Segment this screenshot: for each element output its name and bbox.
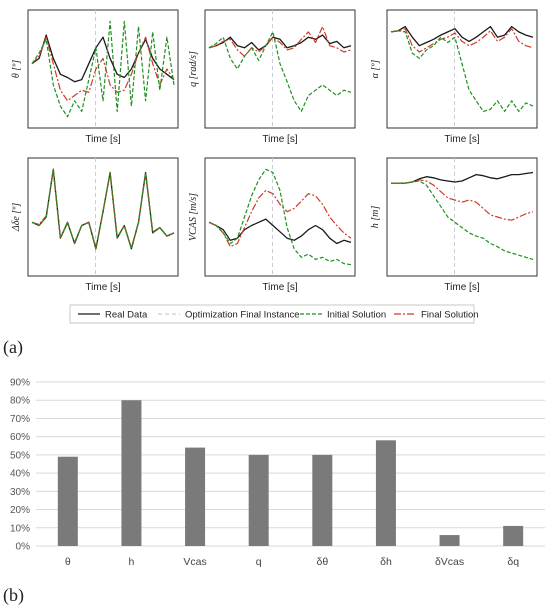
y-tick-label: 70% (10, 414, 30, 425)
y-axis-label: VCAS [m/s] (188, 193, 199, 241)
x-axis-label: Time [s] (85, 282, 120, 293)
panel-frame (204, 9, 356, 129)
legend-label-1: Real Data (105, 310, 148, 321)
panel-5: Time [s] VCAS [m/s] (188, 157, 356, 293)
y-axis-label: θ [º] (11, 60, 22, 78)
y-axis-label: h [m] (370, 206, 381, 229)
bar-5 (312, 454, 333, 546)
bar-1 (57, 456, 78, 546)
category-label: δq (507, 556, 519, 568)
x-axis-label: Time [s] (262, 282, 297, 293)
initial-solution-line (31, 20, 175, 118)
panel-4: Time [s] Δδe [º] (11, 157, 179, 293)
legend: Real Data Optimization Final Instance Init… (69, 304, 479, 324)
category-label: h (129, 556, 135, 568)
x-axis-label: Time [s] (262, 134, 297, 145)
panel-1: Time [s] θ [º] (11, 9, 179, 145)
panel-frame (27, 157, 179, 277)
category-label: Vcas (183, 556, 206, 568)
y-axis-label: q [rad/s] (188, 51, 199, 87)
y-axis-label: α [º] (370, 60, 381, 79)
category-label: δVcas (435, 556, 464, 568)
initial-solution-line (208, 168, 352, 266)
panel-frame (386, 9, 538, 129)
initial-solution-line (390, 30, 534, 113)
real-data-line (390, 25, 534, 47)
final-solution-line (391, 179, 534, 221)
panel-frame (27, 9, 179, 129)
bar-7 (439, 535, 460, 546)
y-axis-label: Δδe [º] (11, 203, 22, 232)
y-tick-label: 80% (10, 396, 30, 407)
x-axis-label: Time [s] (85, 134, 120, 145)
y-tick-label: 90% (10, 378, 30, 389)
panel-2: Time [s] q [rad/s] (188, 9, 356, 145)
bar-6 (375, 440, 396, 546)
category-label: q (256, 556, 262, 568)
initial-solution-line (208, 31, 352, 113)
panel-frame (386, 157, 538, 277)
legend-label-4: Final Solution (421, 310, 479, 321)
line-chart-grid: Time [s] θ [º] Time [s] q [rad/s] Time [s] α … (11, 9, 538, 324)
y-tick-label: 10% (10, 523, 30, 534)
y-tick-label: 20% (10, 505, 30, 516)
bar-3 (185, 447, 206, 546)
bar-2 (121, 400, 142, 546)
final-solution-line (390, 28, 534, 53)
x-axis-label: Time [s] (444, 282, 479, 293)
category-label: θ (65, 556, 71, 568)
y-tick-label: 60% (10, 432, 30, 443)
real-data-line (208, 218, 352, 245)
panel-label-b: (b) (3, 585, 24, 605)
initial-solution-line (391, 180, 534, 260)
category-label: δh (380, 556, 392, 568)
y-tick-label: 30% (10, 487, 30, 498)
final-solution-line (31, 36, 175, 102)
legend-frame (69, 304, 475, 324)
final-solution-line (208, 26, 352, 57)
bar-4 (248, 454, 269, 546)
panel-frame (204, 157, 356, 277)
legend-label-2: Optimization Final Instance (185, 310, 300, 321)
y-tick-label: 40% (10, 469, 30, 480)
y-tick-label: 0% (16, 542, 31, 553)
x-axis-label: Time [s] (444, 134, 479, 145)
initial-solution-line (31, 168, 175, 250)
bar-8 (503, 525, 524, 546)
panel-6: Time [s] h [m] (370, 157, 538, 293)
bar-chart: 0% 10% 20% 30% 40% 50% 60% 70% 80% 90% θ h Vcas q δθ δh… (10, 378, 545, 568)
y-tick-label: 50% (10, 450, 30, 461)
panel-3: Time [s] α [º] (370, 9, 538, 145)
final-solution-line (208, 189, 352, 248)
panel-label-a: (a) (3, 337, 23, 357)
category-label: δθ (316, 556, 328, 568)
legend-label-3: Initial Solution (327, 310, 386, 321)
